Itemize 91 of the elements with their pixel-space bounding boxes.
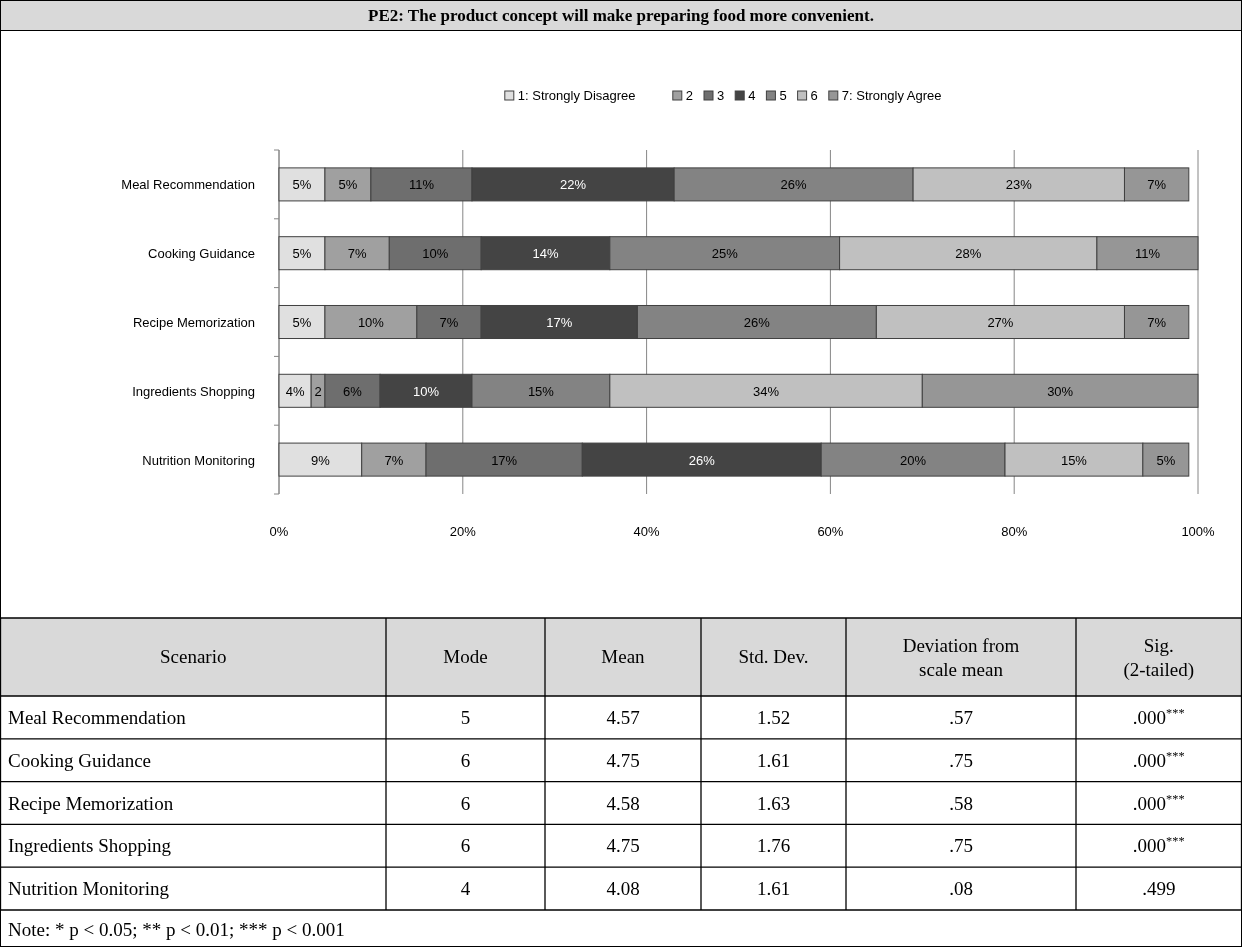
data-label: 6% [343, 383, 363, 399]
text: 1.63 [756, 792, 791, 814]
y-tick-label: Recipe Memorization [132, 315, 255, 330]
text: 1.61 [756, 749, 791, 771]
text: .000$^{***}$ [1132, 834, 1185, 857]
category-label: Nutrition Monitoring [8, 878, 169, 900]
text: Note: * p < 0.05; ** p < 0.01; *** p < 0.001 [8, 919, 345, 940]
data-label: 5% [292, 246, 312, 262]
y-tick-label: Nutrition Monitoring [142, 452, 255, 468]
y-tick-label: Ingredients Shopping [132, 383, 255, 399]
text: 6 [460, 835, 471, 857]
data-label: 7% [1147, 315, 1167, 330]
legend-label: 4 [748, 88, 756, 103]
data-label: 11% [1134, 246, 1161, 262]
text: .000$^{***}$ [1132, 748, 1185, 771]
category-label: Mode [443, 646, 488, 667]
data-label: 7% [1147, 177, 1167, 193]
text: 4.57 [606, 707, 640, 728]
data-label: 26% [688, 452, 716, 468]
data-label: 22% [560, 177, 587, 193]
data-label: 7% [384, 452, 404, 468]
category-label: Std. Dev. [738, 646, 809, 667]
data-label: 15% [527, 383, 555, 399]
data-label: 23% [1005, 177, 1033, 193]
text: 1.76 [756, 835, 791, 857]
text: .000$^{***}$ [1132, 791, 1185, 814]
data-label: 28% [955, 246, 982, 262]
category-label: Deviation from scale mean [902, 635, 1020, 680]
legend-label: 3 [717, 88, 725, 103]
data-label: 15% [1060, 452, 1088, 468]
category-label: Cooking Guidance [8, 749, 152, 771]
text: .58 [949, 792, 973, 814]
data-label: 5% [338, 177, 358, 193]
data-label: 27% [987, 315, 1014, 330]
text: 4.75 [606, 835, 640, 857]
data-label: 26% [780, 177, 808, 193]
text: 6 [460, 749, 471, 771]
legend-label: 5 [779, 88, 787, 103]
text: .75 [949, 749, 973, 771]
text: 5 [460, 707, 471, 728]
text: 4 [460, 878, 471, 900]
text: 4.58 [606, 792, 640, 814]
x-tick-label: 80% [1001, 524, 1028, 539]
data-label: 11% [408, 177, 435, 193]
text: 4.75 [606, 749, 640, 771]
chart-title: PE2: The product concept will make preparing food more convenient. [368, 6, 874, 25]
text: .75 [949, 835, 973, 857]
data-label: 10% [413, 383, 440, 399]
data-label: 4% [285, 383, 305, 399]
data-label: 25% [711, 246, 739, 262]
legend-label: 2 [685, 88, 694, 103]
data-label: 26% [743, 315, 771, 330]
text: 1.52 [756, 707, 791, 728]
category-label: Scenario [160, 646, 227, 667]
x-tick-label: 40% [633, 524, 661, 539]
data-label: 20% [900, 452, 927, 468]
legend-label: 7: Strongly Agree [841, 88, 942, 103]
text: 1.61 [756, 878, 791, 900]
category-label: Meal Recommendation [8, 707, 186, 728]
text: .08 [949, 878, 973, 900]
data-label: 34% [753, 383, 780, 399]
data-label: 7% [347, 246, 367, 262]
data-label: 10% [422, 246, 449, 262]
y-tick-label: Cooking Guidance [148, 246, 255, 262]
text: 4.08 [606, 878, 640, 900]
data-label: 10% [357, 315, 385, 330]
legend-label: 6 [810, 88, 818, 103]
data-label: 14% [532, 246, 559, 262]
legend-label: 1: Strongly Disagree [517, 88, 636, 103]
x-tick-label: 60% [817, 524, 844, 539]
x-tick-label: 20% [449, 524, 477, 539]
category-label: Ingredients Shopping [8, 835, 172, 857]
data-label: 17% [546, 315, 573, 330]
category-label: Sig. (2-tailed) [1123, 635, 1195, 681]
data-label: 2 [314, 383, 322, 399]
text: .000$^{***}$ [1132, 706, 1185, 728]
x-tick-label: 0% [269, 524, 289, 539]
x-tick-label: 100% [1181, 524, 1216, 539]
text: .499 [1142, 878, 1176, 900]
category-label: Recipe Memorization [8, 792, 174, 814]
data-label: 7% [439, 315, 459, 330]
data-label: 5% [1156, 452, 1176, 468]
text: 6 [460, 792, 471, 814]
data-label: 9% [310, 452, 331, 468]
category-label: Mean [601, 646, 646, 667]
text: .57 [949, 707, 973, 728]
data-label: 5% [292, 315, 312, 330]
data-label: 30% [1047, 383, 1074, 399]
y-tick-label: Meal Recommendation [121, 177, 255, 193]
data-label: 17% [491, 452, 518, 468]
data-label: 5% [292, 177, 312, 193]
